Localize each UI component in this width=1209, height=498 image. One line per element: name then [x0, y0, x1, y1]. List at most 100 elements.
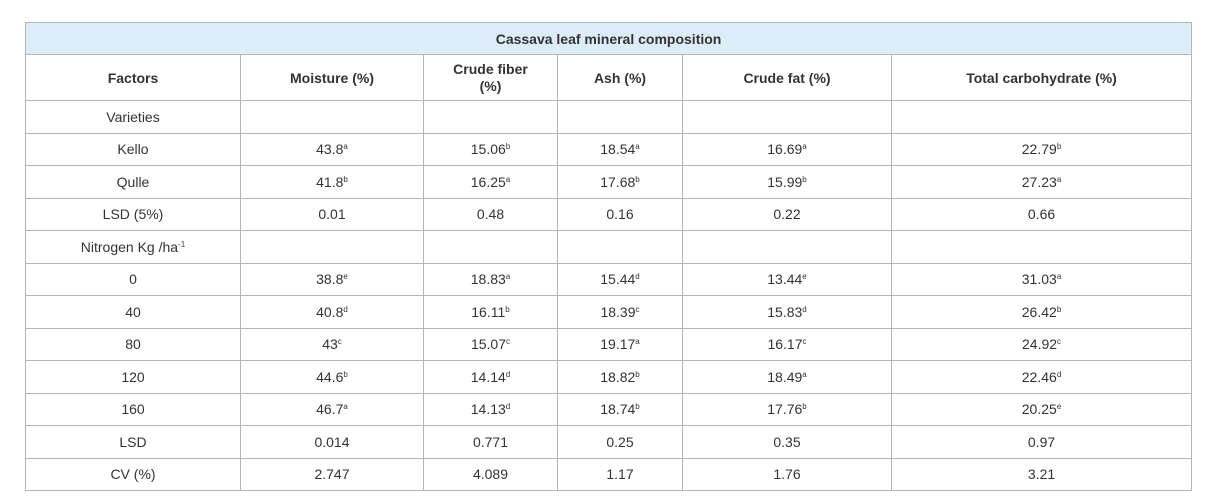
cell: 0.66 [890, 197, 1193, 231]
cell: 0.16 [557, 197, 683, 231]
header-text: Total carbohydrate (%) [966, 69, 1117, 86]
cell-text: 0.16 [606, 206, 634, 223]
cell-text: 0.66 [1027, 206, 1056, 223]
superscript: a [635, 142, 640, 152]
cell: 41.8b [240, 165, 424, 199]
cell-text: 44.6 [316, 368, 344, 385]
cell-text: 46.7 [316, 401, 344, 418]
superscript: d [635, 272, 640, 282]
cell: 20.25e [890, 392, 1193, 426]
cell-text: 16.17 [767, 336, 803, 353]
cell: 18.74b [557, 392, 683, 426]
superscript: b [635, 174, 640, 184]
cell: 0.01 [240, 197, 424, 231]
column-header: Crude fiber (%) [423, 54, 558, 101]
cell-text: Kello [117, 141, 149, 158]
cell [240, 230, 424, 264]
table-title: Cassava leaf mineral composition [24, 22, 1193, 55]
cell: 17.76b [682, 392, 892, 426]
cell [423, 100, 558, 134]
cell: 22.46d [890, 360, 1193, 394]
cell-text: 26.42 [1021, 303, 1057, 320]
cell: 14.13d [423, 392, 558, 426]
table-row: LSD (5%) 0.01 0.48 0.16 0.22 0.66 [25, 197, 1193, 231]
table-row: Nitrogen Kg /ha-1 [25, 230, 1193, 264]
cell: 40.8d [240, 295, 424, 329]
cell-text: 17.68 [600, 173, 636, 190]
cell: 18.83a [423, 262, 558, 296]
cell [682, 100, 892, 134]
cell-text: 3.21 [1027, 466, 1056, 483]
cell: 15.44d [557, 262, 683, 296]
cell: 1.17 [557, 457, 683, 491]
cell: 38.8e [240, 262, 424, 296]
superscript: b [1056, 142, 1062, 152]
superscript: a [635, 337, 640, 347]
row-label: 80 [25, 327, 241, 361]
cell-text: 1.17 [606, 466, 634, 483]
superscript: b [1056, 304, 1062, 314]
cell-text: 18.49 [767, 368, 803, 385]
cell-text: 18.82 [600, 368, 636, 385]
row-label: Varieties [25, 100, 241, 134]
row-label: 160 [25, 392, 241, 426]
cell-text: 22.46 [1021, 368, 1057, 385]
cell [557, 100, 683, 134]
cell-text: 40.8 [316, 303, 344, 320]
cell-text: 14.13 [470, 401, 506, 418]
superscript: b [635, 402, 640, 412]
cell-text: 31.03 [1021, 271, 1057, 288]
cell: 0.771 [423, 425, 558, 459]
superscript: a [505, 272, 511, 282]
superscript: b [505, 304, 510, 314]
superscript: b [802, 174, 807, 184]
table-row: CV (%) 2.747 4.089 1.17 1.76 3.21 [25, 457, 1193, 491]
superscript: d [802, 304, 807, 314]
superscript: c [506, 337, 511, 347]
cell: 18.82b [557, 360, 683, 394]
cell-text: 15.99 [767, 173, 803, 190]
superscript: d [505, 402, 511, 412]
column-header: Total carbohydrate (%) [890, 54, 1193, 101]
row-label: LSD [25, 425, 241, 459]
cell-text: 16.11 [471, 303, 506, 320]
cell-text: Varieties [106, 108, 160, 125]
cell: 26.42b [890, 295, 1193, 329]
cell-text: 0.25 [606, 433, 634, 450]
cell-text: CV (%) [110, 466, 156, 483]
cell-text: LSD (5%) [102, 206, 164, 223]
cell-text: LSD [119, 433, 147, 450]
cell-text: 24.92 [1022, 336, 1058, 353]
cell [890, 100, 1193, 134]
data-table: Cassava leaf mineral composition Factors… [24, 22, 1193, 491]
cell: 15.83d [682, 295, 892, 329]
table-row: LSD 0.014 0.771 0.25 0.35 0.97 [25, 425, 1193, 459]
cell: 16.25a [423, 165, 558, 199]
cell-text: 38.8 [316, 271, 344, 288]
column-header: Ash (%) [557, 54, 683, 101]
cell [557, 230, 683, 264]
cell: 0.014 [240, 425, 424, 459]
superscript: e [1056, 402, 1062, 412]
cell-text: 1.76 [773, 466, 801, 483]
cell: 31.03a [890, 262, 1193, 296]
cell-text: 43.8 [316, 141, 344, 158]
table-row: 40 40.8d 16.11b 18.39c 15.83d 26.42b [25, 295, 1193, 329]
cell: 1.76 [682, 457, 892, 491]
cell-text: 19.17 [600, 336, 636, 353]
superscript: b [635, 369, 640, 379]
cell-text: 0.771 [472, 433, 509, 450]
cell-text: 40 [125, 303, 141, 320]
cell [682, 230, 892, 264]
cell-text: 20.25 [1021, 401, 1057, 418]
cell: 17.68b [557, 165, 683, 199]
cell-text: 0.22 [773, 206, 801, 223]
cell: 15.07c [423, 327, 558, 361]
superscript: a [343, 142, 348, 152]
cell: 22.79b [890, 132, 1193, 166]
cell: 0.48 [423, 197, 558, 231]
superscript: c [337, 337, 342, 347]
column-header: Factors [25, 54, 241, 101]
cell: 13.44e [682, 262, 892, 296]
row-label: 120 [25, 360, 241, 394]
